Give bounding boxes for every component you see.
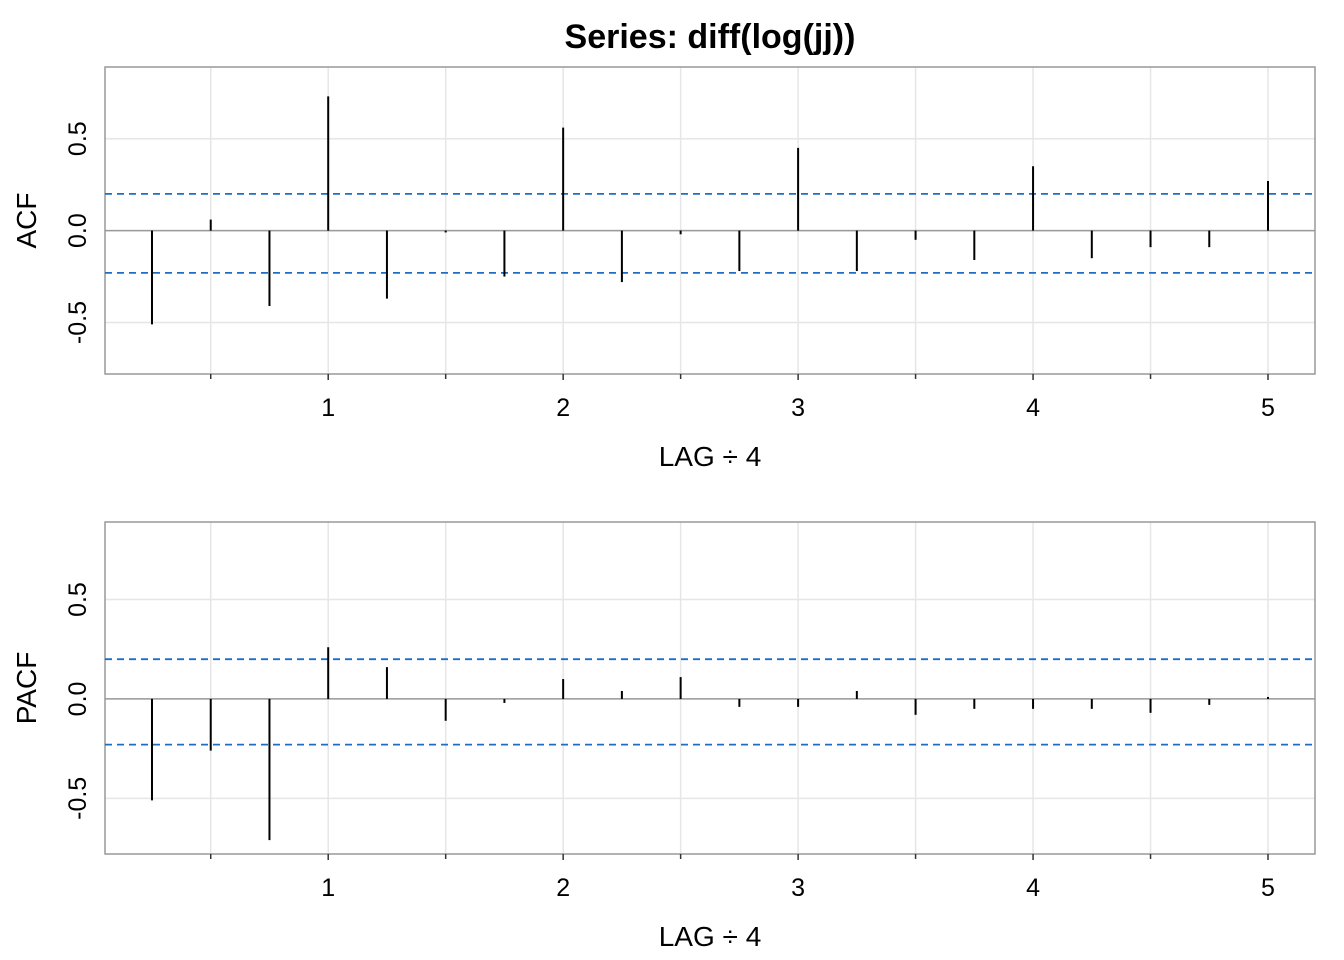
x-tick-label: 2 [556, 394, 570, 422]
pacf-panel: 1 2 3 4 5 -0.5 0.0 0.5 LAG ÷ 4 PACF [11, 521, 1316, 952]
acf-panel: 1 2 3 4 5 -0.5 0.0 0.5 LAG ÷ 4 ACF [11, 66, 1316, 472]
x-axis-label: LAG ÷ 4 [659, 921, 762, 952]
y-tick-label: 0.0 [64, 682, 92, 717]
x-tick-label: 4 [1026, 874, 1040, 902]
plot-frame [104, 521, 1316, 855]
y-axis-label: PACF [11, 652, 42, 725]
x-tick-label: 4 [1026, 394, 1040, 422]
figure-title: Series: diff(log(jj)) [565, 18, 856, 56]
y-tick-label: -0.5 [64, 777, 92, 820]
x-tick-label: 1 [321, 394, 335, 422]
y-tick-label: -0.5 [64, 301, 92, 344]
x-tick-label: 3 [791, 874, 805, 902]
x-tick-label: 5 [1261, 394, 1275, 422]
x-axis-label: LAG ÷ 4 [659, 441, 762, 472]
y-tick-label: 0.5 [64, 121, 92, 156]
x-tick-label: 5 [1261, 874, 1275, 902]
y-axis-label: ACF [11, 193, 42, 249]
x-tick-label: 2 [556, 874, 570, 902]
x-tick-label: 3 [791, 394, 805, 422]
y-tick-label: 0.0 [64, 213, 92, 248]
plot-frame [104, 66, 1316, 375]
x-tick-label: 1 [321, 874, 335, 902]
y-tick-label: 0.5 [64, 582, 92, 617]
